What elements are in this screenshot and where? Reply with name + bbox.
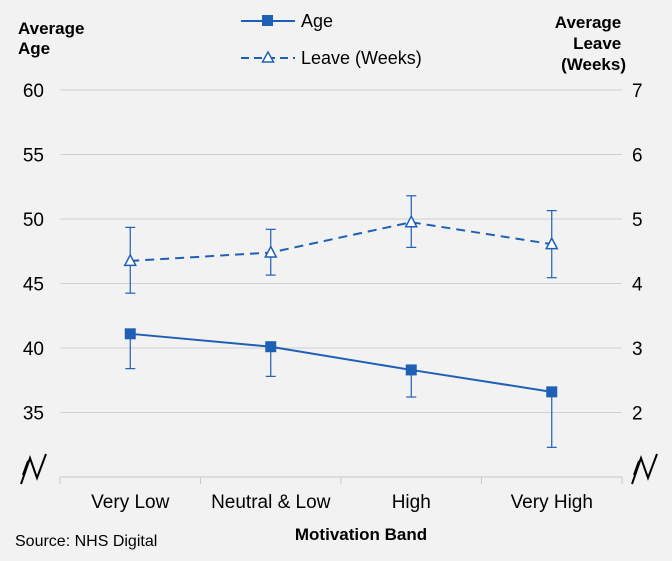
y-axis-left-tick-label: 35 bbox=[23, 404, 44, 425]
legend-age-label: Age bbox=[301, 11, 333, 31]
age-point bbox=[265, 341, 277, 353]
x-axis-ticks: Very Low Neutral & Low High Very High bbox=[91, 492, 593, 513]
y-axis-right-title-line-2: Leave bbox=[573, 34, 621, 53]
leave-weeks-point bbox=[404, 214, 418, 228]
legend-age-marker bbox=[262, 15, 273, 26]
y-axis-left-tick-label: 40 bbox=[23, 339, 44, 360]
y-axis-left-tick-label: 55 bbox=[23, 146, 44, 167]
y-axis-right-tick-label: 7 bbox=[632, 81, 643, 102]
y-axis-right-tick-label: 3 bbox=[632, 339, 643, 360]
y-axis-left-title: Average Age bbox=[18, 19, 89, 58]
y-axis-right-ticks: 2 3 4 5 6 7 bbox=[632, 81, 643, 425]
y-axis-left-tick-label: 50 bbox=[23, 210, 44, 231]
y-axis-right-title: Average Leave (Weeks) bbox=[555, 13, 626, 74]
x-axis-tick-label: Very Low bbox=[91, 492, 169, 513]
source-note: Source: NHS Digital bbox=[15, 533, 157, 550]
y-axis-left-title-line-2: Age bbox=[18, 39, 50, 58]
y-axis-right-tick-label: 6 bbox=[632, 146, 643, 167]
leave-weeks-point bbox=[545, 236, 559, 250]
leave-weeks-point bbox=[264, 244, 278, 258]
y-axis-left-title-line-1: Average bbox=[18, 19, 84, 38]
y-axis-right-title-line-3: (Weeks) bbox=[561, 55, 626, 74]
leave-weeks-point bbox=[123, 253, 137, 267]
series-layer bbox=[123, 195, 559, 448]
axis-break-left-icon bbox=[20, 453, 47, 485]
x-axis-tick-label: Very High bbox=[511, 492, 593, 513]
axis-break-right-icon bbox=[631, 453, 658, 485]
y-axis-right-tick-label: 4 bbox=[632, 275, 643, 296]
y-axis-left-tick-label: 45 bbox=[23, 275, 44, 296]
y-axis-left-tick-label: 60 bbox=[23, 81, 44, 102]
x-axis-tick-label: High bbox=[392, 492, 431, 513]
leave-weeks-series-line bbox=[130, 221, 552, 262]
age-point bbox=[124, 328, 136, 340]
y-axis-right-title-line-1: Average bbox=[555, 13, 621, 32]
y-axis-right-tick-label: 5 bbox=[632, 210, 643, 231]
axes bbox=[59, 476, 623, 484]
y-axis-right-tick-label: 2 bbox=[632, 404, 643, 425]
age-series-line bbox=[130, 332, 552, 393]
legend-leave-label: Leave (Weeks) bbox=[301, 48, 422, 68]
gridlines bbox=[60, 89, 622, 413]
y-axis-left-ticks: 35 40 45 50 55 60 bbox=[23, 81, 44, 425]
x-axis-title: Motivation Band bbox=[295, 525, 427, 544]
x-axis-tick-label: Neutral & Low bbox=[211, 492, 331, 513]
age-point bbox=[546, 386, 558, 398]
legend-leave-marker bbox=[261, 50, 275, 63]
age-point bbox=[405, 364, 417, 376]
legend: Age Leave (Weeks) bbox=[241, 11, 422, 68]
